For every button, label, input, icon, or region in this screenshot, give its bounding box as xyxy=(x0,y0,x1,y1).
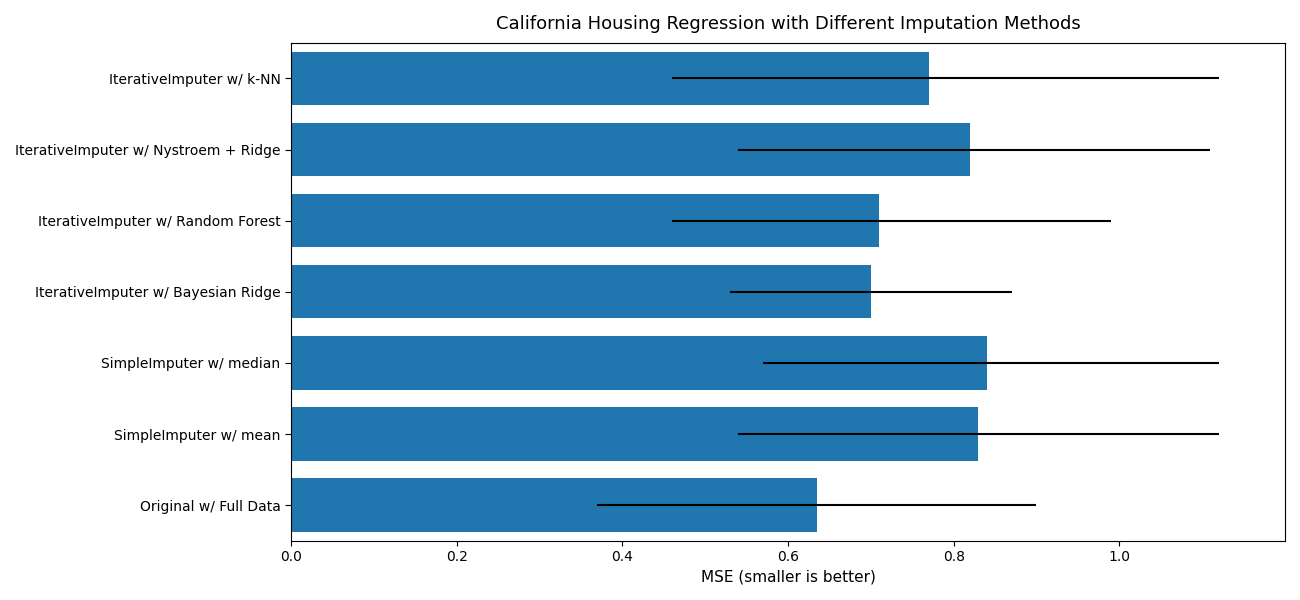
Bar xyxy=(291,265,871,319)
Bar xyxy=(291,194,879,247)
X-axis label: MSE (smaller is better): MSE (smaller is better) xyxy=(701,570,875,585)
Bar xyxy=(291,336,987,389)
Bar xyxy=(291,478,816,532)
Title: California Housing Regression with Different Imputation Methods: California Housing Regression with Diffe… xyxy=(495,15,1080,33)
Bar xyxy=(291,407,979,461)
Bar xyxy=(291,123,970,176)
Bar xyxy=(291,52,928,105)
